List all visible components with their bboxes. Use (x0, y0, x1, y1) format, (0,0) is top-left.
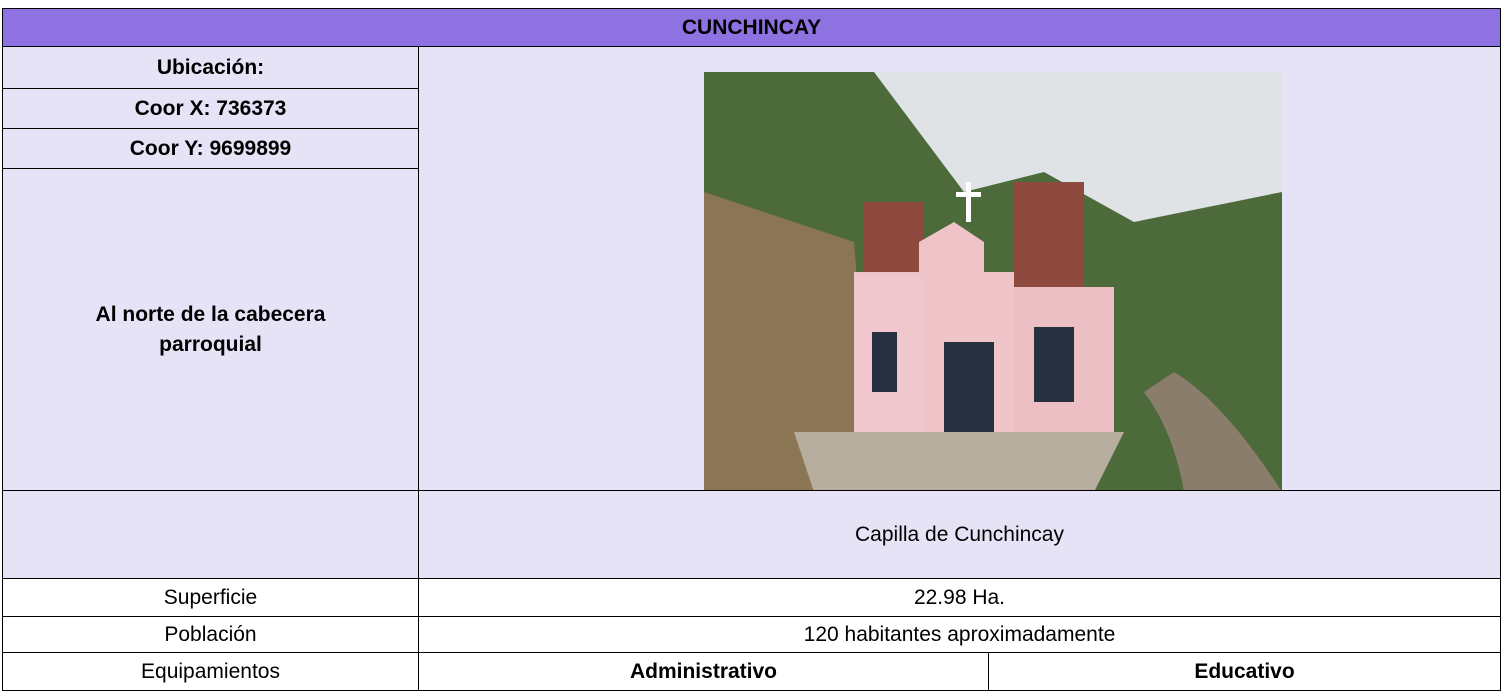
photo-caption: Capilla de Cunchincay (418, 490, 1501, 579)
coor-y: Coor Y: 9699899 (2, 128, 419, 169)
photo-cell (418, 46, 1501, 492)
header-title: CUNCHINCAY (2, 8, 1501, 47)
location-description: Al norte de la cabecera parroquial (2, 168, 419, 491)
row-value: Educativo (988, 652, 1501, 691)
row-label: Población (2, 616, 419, 653)
row-value: Administrativo (418, 652, 989, 691)
row-label: Equipamientos (2, 652, 419, 691)
photo (704, 72, 1282, 492)
empty-cell (2, 490, 419, 579)
row-value: 120 habitantes aproximadamente (418, 616, 1501, 653)
row-label: Superficie (2, 578, 419, 617)
row-value: 22.98 Ha. (418, 578, 1501, 617)
coor-x: Coor X: 736373 (2, 88, 419, 129)
location-label: Ubicación: (2, 46, 419, 89)
